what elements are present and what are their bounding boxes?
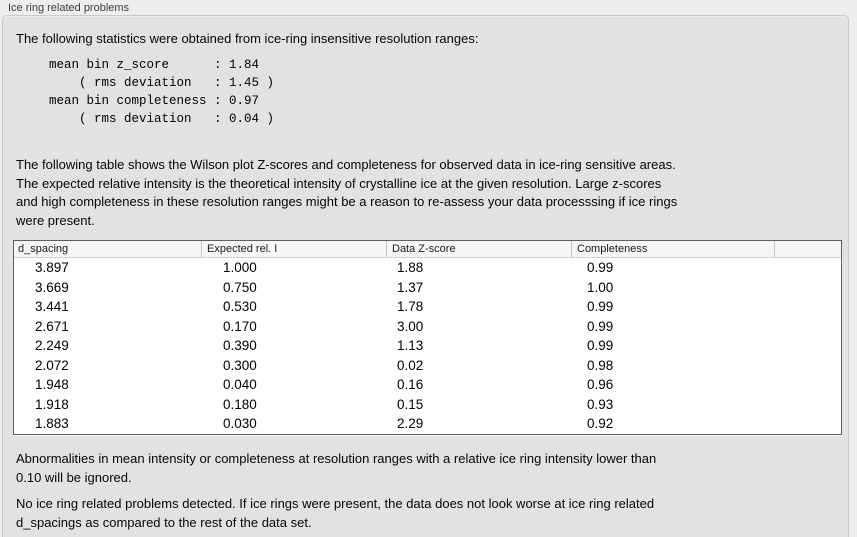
table-cell: 0.98 — [587, 357, 614, 373]
table-cell — [774, 414, 841, 434]
table-cell: 0.170 — [223, 318, 257, 334]
table-cell: 3.00 — [397, 318, 424, 334]
table-cell: 0.92 — [587, 416, 614, 432]
table-cell — [774, 297, 841, 317]
table-row[interactable]: 1.948 0.040 0.16 0.96 — [14, 375, 841, 395]
table-cell: 1.00 — [587, 279, 614, 295]
stats-summary-block: mean bin z_score : 1.84 ( rms deviation … — [49, 58, 275, 126]
table-cell: 0.15 — [397, 396, 424, 412]
table-cell: 0.180 — [223, 396, 257, 412]
table-row[interactable]: 2.072 0.300 0.02 0.98 — [14, 356, 841, 376]
table-cell — [774, 278, 841, 298]
table-cell: 1.13 — [397, 338, 424, 354]
table-cell: 0.99 — [587, 299, 614, 315]
column-header-expected-rel-i[interactable]: Expected rel. I — [201, 241, 386, 257]
table-cell: 1.883 — [35, 416, 69, 432]
table-cell — [774, 395, 841, 415]
table-cell: 1.948 — [35, 377, 69, 393]
table-header-row: d_spacing Expected rel. I Data Z-score C… — [14, 241, 841, 258]
table-cell: 1.000 — [223, 260, 257, 275]
ice-ring-table: d_spacing Expected rel. I Data Z-score C… — [13, 240, 842, 435]
table-cell — [774, 356, 841, 376]
table-cell: 0.16 — [397, 377, 424, 393]
table-cell: 0.530 — [223, 299, 257, 315]
table-cell: 0.750 — [223, 279, 257, 295]
table-cell: 0.96 — [587, 377, 614, 393]
table-cell: 0.99 — [587, 338, 614, 354]
table-cell: 0.390 — [223, 338, 257, 354]
table-cell: 3.441 — [35, 299, 69, 315]
table-cell: 3.897 — [35, 260, 69, 275]
column-header-d-spacing[interactable]: d_spacing — [18, 243, 69, 255]
table-row[interactable]: 3.441 0.530 1.78 0.99 — [14, 297, 841, 317]
column-header-empty[interactable] — [774, 241, 841, 257]
stats-intro-text: The following statistics were obtained f… — [16, 31, 479, 46]
table-cell: 0.030 — [223, 416, 257, 432]
table-cell: 1.88 — [397, 260, 424, 275]
table-cell: 2.249 — [35, 338, 69, 354]
table-cell: 1.78 — [397, 299, 424, 315]
table-cell: 2.671 — [35, 318, 69, 334]
table-cell: 1.37 — [397, 279, 424, 295]
table-cell: 2.072 — [35, 357, 69, 373]
table-cell: 3.669 — [35, 279, 69, 295]
table-cell: 0.040 — [223, 377, 257, 393]
table-row[interactable]: 1.918 0.180 0.15 0.93 — [14, 395, 841, 415]
table-cell: 0.93 — [587, 396, 614, 412]
ignore-note-text: Abnormalities in mean intensity or compl… — [16, 451, 657, 485]
table-cell: 0.99 — [587, 260, 614, 275]
table-row[interactable]: 3.669 0.750 1.37 1.00 — [14, 278, 841, 298]
table-row[interactable]: 1.883 0.030 2.29 0.92 — [14, 414, 841, 434]
conclusion-text: No ice ring related problems detected. I… — [16, 496, 655, 530]
table-cell: 0.300 — [223, 357, 257, 373]
table-cell — [774, 336, 841, 356]
table-body: 3.897 1.000 1.88 0.99 3.669 0.750 1.37 1.00 3.44… — [14, 258, 841, 434]
table-row[interactable]: 2.249 0.390 1.13 0.99 — [14, 336, 841, 356]
table-cell: 1.918 — [35, 396, 69, 412]
table-cell: 2.29 — [397, 416, 424, 432]
table-cell: 0.99 — [587, 318, 614, 334]
table-cell — [774, 258, 841, 278]
column-header-data-z-score[interactable]: Data Z-score — [386, 241, 571, 257]
table-row[interactable]: 2.671 0.170 3.00 0.99 — [14, 317, 841, 337]
column-header-completeness[interactable]: Completeness — [571, 241, 774, 257]
table-intro-text: The following table shows the Wilson plo… — [16, 157, 678, 228]
table-cell — [774, 317, 841, 337]
table-cell — [774, 375, 841, 395]
table-cell: 0.02 — [397, 357, 424, 373]
table-row[interactable]: 3.897 1.000 1.88 0.99 — [14, 258, 841, 278]
panel-title: Ice ring related problems — [8, 2, 130, 14]
